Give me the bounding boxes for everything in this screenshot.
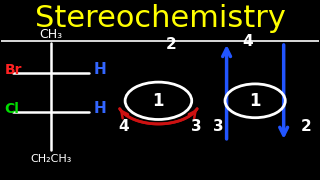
Text: 3: 3 bbox=[191, 119, 202, 134]
Text: 2: 2 bbox=[300, 119, 311, 134]
Text: Br: Br bbox=[4, 63, 22, 77]
Text: CH₂CH₃: CH₂CH₃ bbox=[30, 154, 71, 164]
Text: 1: 1 bbox=[153, 92, 164, 110]
Text: Stereochemistry: Stereochemistry bbox=[35, 4, 285, 33]
Text: 4: 4 bbox=[118, 119, 129, 134]
Text: 2: 2 bbox=[166, 37, 176, 52]
Text: H: H bbox=[93, 62, 106, 77]
Text: 3: 3 bbox=[213, 119, 224, 134]
Text: 1: 1 bbox=[249, 92, 261, 110]
Text: H: H bbox=[93, 101, 106, 116]
Text: 4: 4 bbox=[242, 34, 252, 49]
Text: CH₃: CH₃ bbox=[39, 28, 62, 40]
Text: Cl: Cl bbox=[4, 102, 20, 116]
